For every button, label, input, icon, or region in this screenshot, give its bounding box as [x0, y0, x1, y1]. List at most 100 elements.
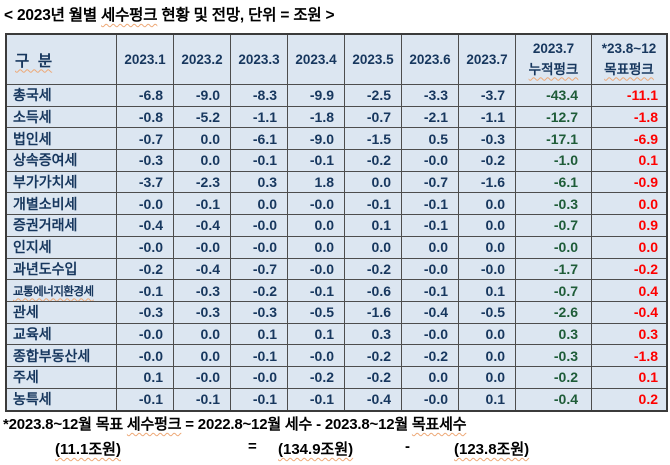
target-value: -11.1 — [592, 85, 666, 107]
row-label: 법인세 — [7, 128, 117, 151]
target-header-line2: 목표펑크 — [604, 61, 654, 77]
month-value: 0.0 — [402, 236, 459, 259]
month-value: -0.1 — [402, 280, 459, 302]
target-value: 0.2 — [592, 388, 666, 411]
month-value: -1.1 — [231, 106, 288, 129]
tax-gap-table: 구 분 2023.1 2023.2 2023.3 2023.4 2023.5 2… — [5, 33, 668, 413]
month-value: -0.3 — [174, 280, 231, 302]
month-value: -2.3 — [174, 171, 231, 194]
month-value: -6.8 — [117, 85, 174, 107]
month-value: -0.1 — [402, 215, 459, 237]
month-value: -0.2 — [345, 150, 402, 172]
cumulative-header-line1: 2023.7 — [532, 40, 575, 56]
month-value: 0.1 — [117, 366, 174, 389]
month-value: 0.3 — [345, 323, 402, 346]
target-value: 0.1 — [592, 366, 666, 389]
month-value: -6.1 — [231, 128, 288, 151]
month-value: -0.0 — [117, 323, 174, 346]
month-value: -0.3 — [174, 301, 231, 324]
month-value: 0.5 — [402, 128, 459, 151]
month-value: 0.1 — [459, 280, 516, 302]
cumulative-value: -0.3 — [516, 345, 592, 367]
month-value: 0.0 — [459, 366, 516, 389]
month-value: -0.1 — [174, 193, 231, 216]
month-value: -0.0 — [459, 258, 516, 281]
month-value: -0.0 — [117, 236, 174, 259]
cumulative-value: -0.7 — [516, 280, 592, 302]
cumulative-value: -43.4 — [516, 85, 592, 107]
month-value: -0.3 — [231, 301, 288, 324]
month-value: -0.3 — [117, 150, 174, 172]
row-label: 소득세 — [7, 106, 117, 129]
month-value: 0.0 — [459, 323, 516, 346]
month-value: -9.0 — [174, 85, 231, 107]
month-value: 0.1 — [231, 323, 288, 346]
month-value: -0.0 — [117, 345, 174, 367]
row-label: 과년도수입 — [7, 258, 117, 281]
row-label: 부가가치세 — [7, 171, 117, 194]
row-label: 농특세 — [7, 388, 117, 411]
month-value: -0.4 — [174, 258, 231, 281]
month-value: -1.6 — [345, 301, 402, 324]
footnote-equals-sign: = — [248, 438, 257, 455]
month-value: -0.0 — [117, 193, 174, 216]
month-value: -0.2 — [345, 366, 402, 389]
footnote-2022-revenue-amount: (134.9조원) — [278, 441, 354, 458]
month-value: -1.1 — [459, 106, 516, 129]
month-value: -0.1 — [231, 388, 288, 411]
month-value: -1.5 — [345, 128, 402, 151]
month-value: 1.8 — [288, 171, 345, 194]
column-header-month: 2023.3 — [231, 35, 288, 85]
month-value: -5.2 — [174, 106, 231, 129]
column-header-cumulative: 2023.7 누적펑크 — [516, 35, 592, 85]
month-value: -0.1 — [345, 193, 402, 216]
month-value: -0.4 — [174, 215, 231, 237]
month-value: -0.4 — [117, 215, 174, 237]
month-value: 0.0 — [459, 193, 516, 216]
footnote-line2: (11.1조원) = (134.9조원) - (123.8조원) — [0, 438, 670, 460]
month-value: 0.0 — [459, 236, 516, 259]
row-label: 총국세 — [7, 85, 117, 107]
row-label: 교육세 — [7, 323, 117, 346]
month-value: -0.0 — [231, 366, 288, 389]
column-header-month: 2023.1 — [117, 35, 174, 85]
column-header-month: 2023.2 — [174, 35, 231, 85]
month-value: -0.1 — [231, 150, 288, 172]
month-value: 0.0 — [345, 236, 402, 259]
month-value: -2.5 — [345, 85, 402, 107]
target-value: -6.9 — [592, 128, 666, 151]
month-value: -0.0 — [288, 345, 345, 367]
cumulative-value: -1.7 — [516, 258, 592, 281]
month-value: -0.7 — [345, 106, 402, 129]
month-value: -2.1 — [402, 106, 459, 129]
month-value: -0.2 — [345, 258, 402, 281]
title-prefix: < 2023년 월별 — [4, 7, 102, 24]
month-value: -0.2 — [459, 150, 516, 172]
month-value: -0.0 — [288, 193, 345, 216]
month-value: -0.2 — [288, 366, 345, 389]
month-value: -0.1 — [288, 150, 345, 172]
cumulative-value: -0.2 — [516, 366, 592, 389]
column-header-month: 2023.6 — [402, 35, 459, 85]
row-label: 상속증여세 — [7, 150, 117, 172]
cumulative-value: -1.0 — [516, 150, 592, 172]
target-value: 0.4 — [592, 280, 666, 302]
target-value: 0.0 — [592, 236, 666, 259]
month-value: -0.0 — [402, 150, 459, 172]
month-value: -0.0 — [402, 388, 459, 411]
cumulative-value: -6.1 — [516, 171, 592, 194]
target-value: -0.9 — [592, 171, 666, 194]
target-value: 0.9 — [592, 215, 666, 237]
footnote-2023-target-amount: (123.8조원) — [454, 441, 530, 458]
month-value: -9.9 — [288, 85, 345, 107]
month-value: -0.4 — [402, 301, 459, 324]
month-value: -0.0 — [174, 236, 231, 259]
row-label: 교통에너지환경세 — [7, 280, 117, 302]
month-value: -0.0 — [402, 258, 459, 281]
month-value: -0.7 — [231, 258, 288, 281]
month-value: -3.7 — [117, 171, 174, 194]
month-value: -0.5 — [459, 301, 516, 324]
title-suffix: 현황 및 전망, 단위 = 조원 > — [157, 7, 335, 24]
month-value: -0.1 — [288, 388, 345, 411]
month-value: -0.1 — [231, 345, 288, 367]
